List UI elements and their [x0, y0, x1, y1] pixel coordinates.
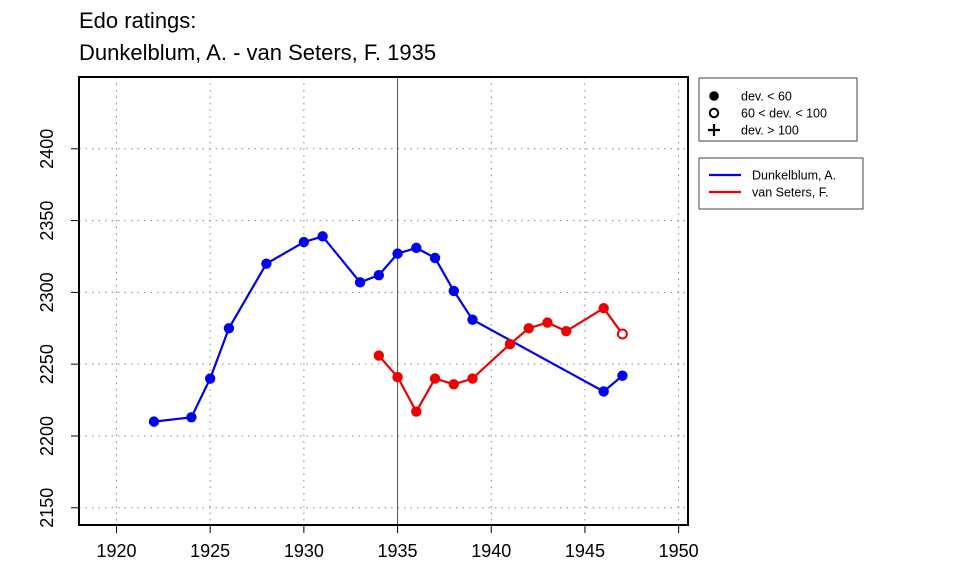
y-tick-label: 2200: [37, 416, 57, 456]
x-tick-label: 1920: [96, 541, 136, 561]
plot-frame: [78, 76, 689, 526]
data-point: [448, 285, 459, 297]
series-legend-box: [698, 157, 864, 210]
y-tick-label: 2400: [37, 129, 57, 169]
series-line: [377, 307, 624, 413]
data-point: [354, 277, 366, 288]
series-line: [153, 235, 624, 423]
chart-title: Edo ratings:: [79, 8, 196, 33]
series-legend-label: van Seters, F.: [752, 186, 828, 200]
data-point: [411, 242, 422, 254]
series-2: [373, 302, 628, 417]
data-point: [148, 416, 160, 427]
grid-lines: [79, 77, 688, 525]
x-tick-label: 1945: [565, 541, 605, 561]
marker-legend: dev. < 60 60 < dev. < 100 dev. > 100: [698, 77, 858, 142]
x-tick-label: 1925: [190, 541, 230, 561]
y-tick-label: 2250: [37, 344, 57, 384]
data-point: [429, 373, 441, 384]
data-point: [598, 302, 609, 314]
data-point: [561, 325, 572, 337]
marker-legend-label: 60 < dev. < 100: [741, 107, 827, 121]
data-point: [616, 328, 628, 340]
data-point: [373, 269, 385, 281]
data-point: [504, 338, 516, 350]
data-point: [467, 373, 478, 384]
open-circle-symbol: [708, 107, 720, 119]
data-point: [204, 373, 216, 384]
data-point: [317, 231, 328, 242]
data-point: [523, 323, 534, 334]
filled-circle-symbol: [709, 91, 719, 101]
data-point: [186, 412, 197, 423]
y-tick-label: 2150: [37, 488, 57, 528]
data-point: [598, 386, 609, 397]
series-group: [148, 231, 628, 427]
data-point: [429, 252, 441, 264]
series-legend-label: Dunkelblum, A.: [752, 169, 836, 183]
y-tick-label: 2350: [37, 201, 57, 241]
plus-symbol: [708, 124, 720, 136]
x-tick-label: 1935: [378, 541, 418, 561]
chart-subtitle: Dunkelblum, A. - van Seters, F. 1935: [79, 40, 436, 65]
marker-legend-label: dev. > 100: [741, 124, 799, 138]
marker-legend-label: dev. < 60: [741, 90, 792, 104]
x-axis: 1920 1925 1930 1935 1940 1945 1950: [96, 525, 699, 561]
x-tick-label: 1950: [659, 541, 699, 561]
series-1: [148, 231, 628, 427]
x-tick-label: 1940: [471, 541, 511, 561]
x-tick-label: 1930: [284, 541, 324, 561]
data-point: [542, 317, 553, 328]
data-point: [298, 236, 310, 248]
data-point: [392, 248, 403, 259]
data-point: [261, 258, 272, 269]
series-legend: Dunkelblum, A. van Seters, F.: [698, 157, 864, 210]
data-point: [373, 350, 385, 361]
y-tick-label: 2300: [37, 272, 57, 312]
data-point: [467, 314, 478, 325]
y-axis: 2150 2200 2250 2300 2350 2400: [37, 129, 79, 528]
data-point: [448, 379, 459, 390]
data-point: [617, 370, 628, 381]
data-point: [223, 323, 235, 334]
data-point: [411, 406, 422, 417]
data-point: [392, 371, 403, 383]
marker-legend-box: [698, 77, 858, 142]
